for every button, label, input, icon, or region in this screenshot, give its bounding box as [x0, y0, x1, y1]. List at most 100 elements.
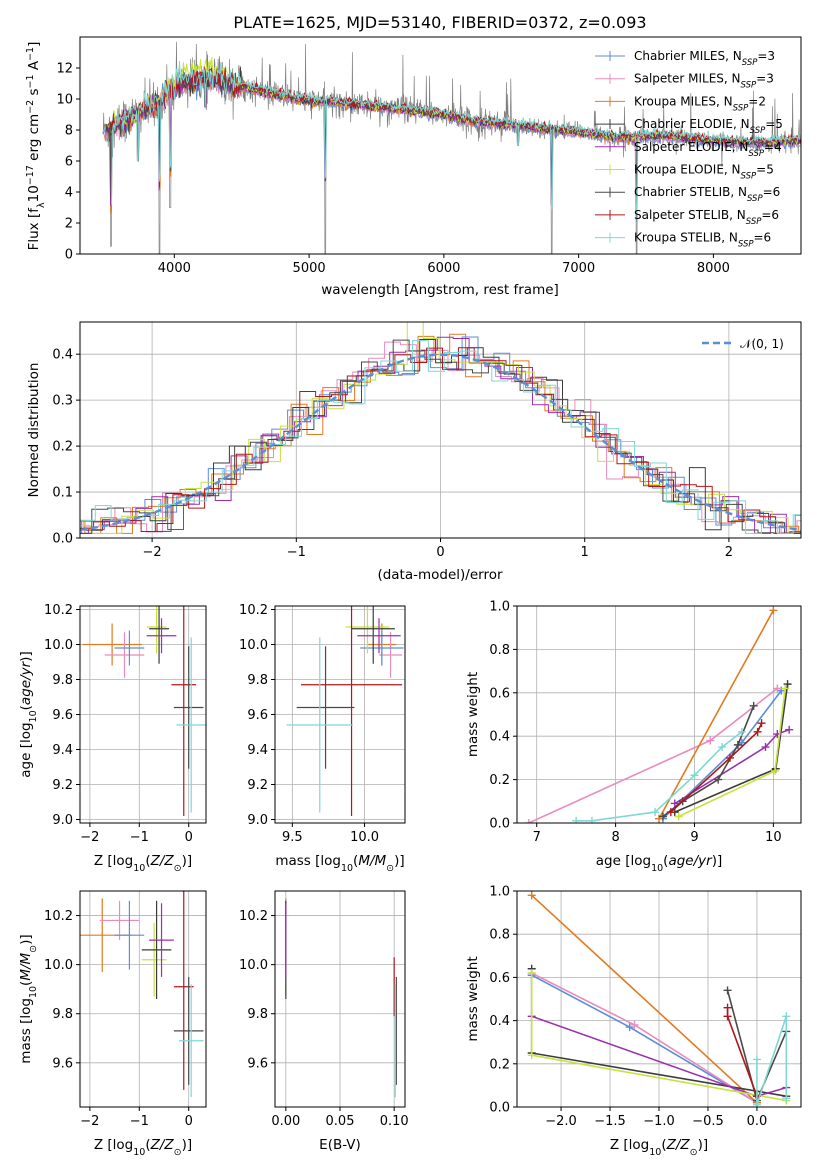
plot-area	[82, 606, 206, 816]
point-marker	[737, 727, 746, 736]
gridlines	[80, 606, 206, 823]
label-part: Z/Z	[150, 853, 175, 869]
legend-count: =3	[757, 49, 775, 63]
axes-frame	[516, 890, 802, 1108]
y-tick-label: 2	[65, 217, 73, 232]
y-tick-label: 0.8	[489, 928, 510, 943]
legend-count: =6	[763, 185, 781, 199]
point-marker	[690, 771, 699, 780]
x-tick-label: −2	[143, 545, 162, 560]
y-tick-label: 9.0	[247, 813, 268, 828]
legend-entry: Kroupa ELODIE, NSSP=5	[634, 163, 774, 182]
legend-entry: Chabrier STELIB, NSSP=6	[634, 185, 780, 204]
errorbar-salpeter-stelib	[301, 606, 403, 816]
label-part: ⊙	[386, 863, 394, 874]
label-part: )]	[698, 1137, 709, 1153]
histogram-salpeter-stelib	[80, 347, 801, 534]
y-tick-label: 1.0	[489, 600, 510, 615]
legend-name: Chabrier STELIB, N	[634, 185, 747, 199]
label-part: mass weight	[465, 672, 481, 757]
x-tick-label: 0.05	[326, 1114, 355, 1129]
x-tick-label: 7	[533, 830, 541, 845]
point-marker	[749, 701, 758, 710]
label-part: Z [log	[610, 1137, 649, 1153]
label-part: Z/Z	[150, 1137, 175, 1153]
label-part: (	[663, 853, 668, 869]
point-marker	[718, 743, 727, 752]
label-part: ⊙	[690, 1147, 698, 1158]
legend-entry: 𝒩(0, 1)	[740, 337, 784, 351]
legend-sub: SSP	[741, 81, 757, 91]
legend-name: Salpeter STELIB, N	[634, 208, 746, 222]
errorbar-kroupa-elodie	[345, 606, 390, 654]
legend-name: Kroupa STELIB, N	[634, 231, 738, 245]
chart-title: PLATE=1625, MJD=53140, FIBERID=0372, z=0…	[233, 13, 646, 32]
label-part: λ	[36, 202, 47, 208]
point-marker	[625, 1023, 634, 1032]
y-tick-label: 9.8	[52, 1007, 73, 1022]
y-tick-label: 9.6	[52, 708, 73, 723]
label-part: 10	[28, 986, 39, 998]
x-tick-label: 5000	[293, 261, 326, 276]
legend-name: Salpeter ELODIE, N	[634, 140, 748, 154]
y-tick-label: 9.8	[247, 673, 268, 688]
panel-residuals: −2 −1 0 1 2 0.0 0.1 0.2 0.3 0.4 (data-model)/error…	[26, 321, 802, 583]
y-tick-label: 0.2	[489, 1057, 510, 1072]
label-part: Z/Z	[666, 1137, 691, 1153]
label-part: (	[661, 1137, 666, 1153]
label-part: E(B-V)	[319, 1137, 361, 1153]
x-axis-label: Z [log10(Z/Z⊙)]	[610, 1137, 708, 1158]
plot-area	[524, 606, 794, 823]
y-tick-label: 9.4	[52, 743, 73, 758]
x-tick-label: 7000	[562, 261, 595, 276]
legend-count: =4	[764, 140, 782, 154]
errorbar-kroupa-miles	[82, 623, 142, 666]
errorbar-kroupa-stelib	[176, 637, 206, 813]
x-tick-label: −2	[80, 830, 99, 845]
y-axis-label: mass [log10(M/M⊙)]	[18, 934, 39, 1063]
y-tick-label: 10.2	[44, 909, 73, 924]
point-marker	[630, 1020, 639, 1029]
series-salpeter-stelib	[666, 719, 766, 817]
label-part: 10	[133, 1147, 145, 1158]
x-axis-label: E(B-V)	[319, 1137, 361, 1153]
series-line	[531, 894, 758, 1104]
series-kroupa-elodie	[674, 684, 790, 821]
legend-count: =5	[765, 117, 783, 131]
errorbar-chabrier-elodie	[351, 606, 395, 664]
legend-entry: Salpeter ELODIE, NSSP=4	[634, 140, 782, 159]
axes-frame	[79, 321, 802, 539]
label-part: −17	[25, 165, 36, 185]
y-tick-label: 10.0	[44, 638, 73, 653]
y-tick-label: 9.2	[247, 778, 268, 793]
x-tick-label: −2	[80, 1114, 99, 1129]
x-tick-label: 9	[690, 830, 698, 845]
axes-frame	[516, 605, 802, 824]
label-part: (	[145, 853, 150, 869]
label-part: 10	[26, 185, 42, 202]
gridlines	[80, 891, 206, 1107]
legend-name: Kroupa MILES, N	[634, 94, 733, 108]
legend-sub: SSP	[748, 149, 764, 159]
histogram-salpeter-elodie	[80, 336, 801, 534]
x-axis-label: (data-model)/error	[377, 567, 503, 583]
point-marker	[726, 753, 734, 762]
panel-spectrum: 4000 5000 6000 7000 8000 0 2 4 6 8 10 12 wavelength …	[25, 36, 802, 298]
label-part: (	[18, 981, 34, 986]
label-part: Z [log	[94, 1137, 133, 1153]
gridlines	[275, 891, 405, 1107]
label-part: M/M	[358, 853, 386, 869]
x-tick-label: 0.00	[271, 1114, 300, 1129]
point-marker	[723, 1003, 732, 1012]
y-tick-label: 9.8	[52, 673, 73, 688]
axes-frame	[274, 890, 406, 1108]
y-tick-label: 0.2	[489, 773, 510, 788]
label-part: age [log	[596, 853, 651, 869]
label-part: )]	[394, 853, 405, 869]
x-axis-label: Z [log10(Z/Z⊙)]	[94, 853, 192, 874]
label-part: (data-model)/error	[377, 567, 503, 583]
legend-count: =3	[756, 72, 774, 86]
point-marker	[723, 1012, 732, 1021]
